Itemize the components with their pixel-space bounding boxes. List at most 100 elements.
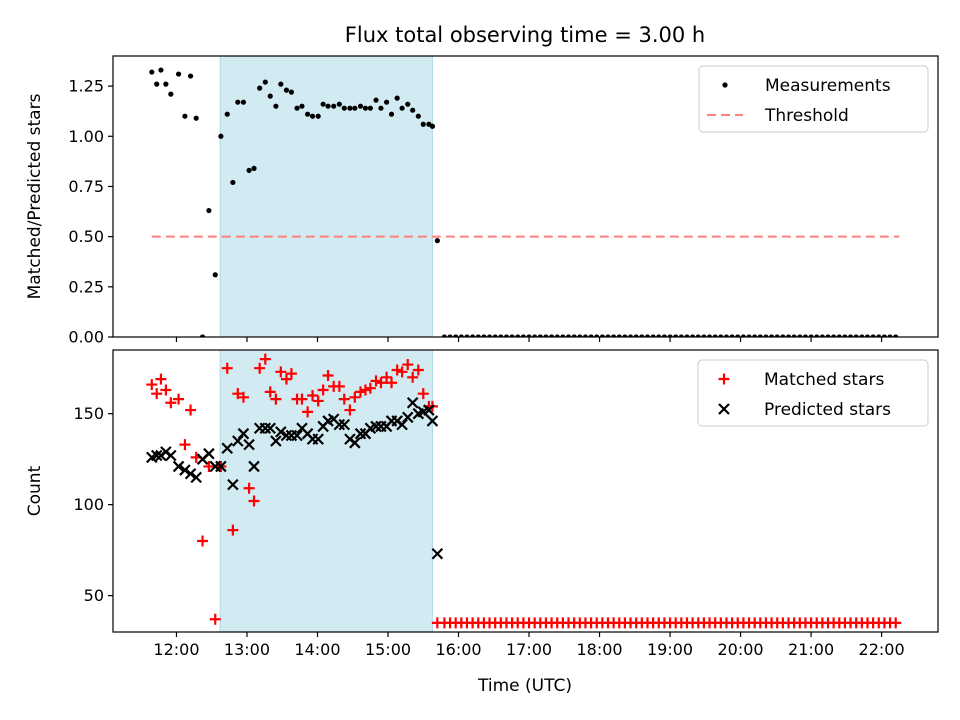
top-series-measurements-point <box>644 334 651 337</box>
chart-title: Flux total observing time = 3.00 h <box>345 23 705 47</box>
top-series-measurements-point <box>746 334 752 337</box>
bottom-series-predicted-stars-point <box>227 478 239 491</box>
bottom-legend-marker <box>718 403 730 415</box>
bottom-y-tick-label: 100 <box>73 495 104 514</box>
bottom-series-predicted-stars-point <box>237 427 250 440</box>
bottom-series-predicted-stars-point <box>401 411 414 424</box>
bottom-series-matched-stars-point <box>155 373 167 385</box>
top-series-measurements-point <box>543 334 549 337</box>
top-series-measurements-point <box>415 113 421 119</box>
top-series-measurements-point <box>571 334 577 337</box>
bottom-series-matched-stars-point <box>237 391 249 403</box>
bottom-series-matched-stars-point <box>344 404 356 416</box>
bottom-legend: Matched stars Predicted stars <box>697 359 929 427</box>
top-series-measurements-point <box>362 105 369 111</box>
bottom-series-predicted-stars-point <box>312 433 324 445</box>
top-series-measurements-point <box>870 334 876 337</box>
top-series-measurements-point <box>627 334 634 337</box>
bottom-series-matched-stars-point <box>280 373 292 385</box>
bottom-series-matched-stars-point <box>364 382 376 394</box>
bottom-series-predicted-stars-point <box>232 435 244 447</box>
top-series-measurements-point <box>594 334 600 337</box>
top-series-measurements-point <box>718 334 724 337</box>
top-series-measurements-point <box>273 103 279 109</box>
bottom-legend-label: Predicted stars <box>764 400 891 420</box>
top-series-measurements-point <box>673 334 679 337</box>
top-series-measurements-point <box>352 105 358 111</box>
top-series-measurements-point <box>859 334 865 337</box>
top-series-measurements-point <box>453 334 459 337</box>
bottom-series-predicted-stars-point <box>370 420 382 433</box>
top-series-measurements-point <box>729 334 735 337</box>
bottom-series-predicted-stars-point <box>333 418 346 431</box>
top-series-measurements-point <box>383 99 390 105</box>
x-tick-label: 19:00 <box>647 640 693 659</box>
bottom-series-predicted-stars-point <box>172 460 185 473</box>
bottom-series-matched-stars-point <box>160 384 172 396</box>
bottom-series-matched-stars-point <box>338 393 350 405</box>
bottom-y-axis-label: Count <box>25 465 45 516</box>
bottom-y-tick-label: 50 <box>84 586 104 605</box>
bottom-series-matched-stars-point <box>359 384 371 396</box>
top-series-measurements-point <box>294 105 300 111</box>
top-series-measurements-point <box>475 334 481 337</box>
bottom-series-matched-stars-point <box>312 395 324 407</box>
top-series-measurements-point <box>420 121 426 127</box>
top-series-measurements-point <box>315 113 321 119</box>
bottom-series-matched-stars-point <box>259 353 271 365</box>
x-tick-label: 21:00 <box>788 640 834 659</box>
bottom-series-matched-stars-point <box>243 482 255 494</box>
top-y-tick-label: 0.25 <box>68 277 104 296</box>
bottom-series-predicted-stars-point <box>270 435 282 447</box>
bottom-series-matched-stars-point <box>890 617 902 629</box>
top-series-measurements-point <box>470 334 476 337</box>
top-series-measurements-point <box>498 334 504 337</box>
top-series-measurements-point <box>780 334 786 337</box>
bottom-series-predicted-stars-point <box>203 447 215 460</box>
top-series-measurements-point <box>847 334 854 337</box>
top-series-measurements-point <box>447 334 453 337</box>
bottom-series-matched-stars-point <box>285 368 297 380</box>
top-series-measurements-point <box>257 85 263 91</box>
top-series-measurements-point <box>695 334 701 337</box>
top-series-measurements-point <box>616 334 622 337</box>
bottom-series-matched-stars-point <box>370 375 382 387</box>
top-series-measurements-point <box>735 334 741 337</box>
top-series-measurements-point <box>893 334 899 337</box>
top-series-measurements-point <box>526 334 532 337</box>
bottom-series-predicted-stars-point <box>259 422 272 435</box>
bottom-series-matched-stars-point <box>151 388 163 400</box>
bottom-series-matched-stars-point <box>248 495 260 507</box>
bottom-legend-label: Matched stars <box>764 370 884 390</box>
top-legend-label: Measurements <box>765 76 891 96</box>
top-series-measurements-point <box>305 111 311 117</box>
top-series-measurements-point <box>853 334 859 337</box>
top-series-measurements-point <box>187 73 194 79</box>
x-tick-label: 13:00 <box>224 640 270 659</box>
bottom-series-matched-stars-point <box>322 369 334 381</box>
top-series-measurements-point <box>532 334 538 337</box>
top-legend-label: Threshold <box>764 106 849 126</box>
top-series-measurements-point <box>410 107 416 113</box>
bottom-legend-box <box>697 359 929 427</box>
top-series-measurements-point <box>388 111 395 117</box>
top-series-measurements-point <box>309 113 316 119</box>
bottom-series-matched-stars-point <box>349 391 361 403</box>
bottom-series-matched-stars-point <box>302 406 314 418</box>
top-series-measurements-point <box>831 334 837 337</box>
top-series-measurements-point <box>864 334 871 337</box>
top-series-measurements-point <box>684 334 690 337</box>
x-tick-label: 15:00 <box>365 640 411 659</box>
top-series-measurements-point <box>399 105 405 111</box>
top-series-measurements-point <box>486 334 493 337</box>
bottom-series-matched-stars-point <box>412 364 424 376</box>
bottom-series-predicted-stars-point <box>248 460 260 473</box>
top-series-measurements-point <box>752 334 758 337</box>
top-legend-box <box>698 65 929 133</box>
top-series-measurements-point <box>283 87 290 93</box>
top-series-measurements-point <box>548 334 555 337</box>
top-series-measurements-point <box>802 334 809 337</box>
bottom-series-matched-stars-point <box>173 393 185 405</box>
top-series-measurements-point <box>611 334 617 337</box>
top-series-measurements-point <box>774 334 780 337</box>
